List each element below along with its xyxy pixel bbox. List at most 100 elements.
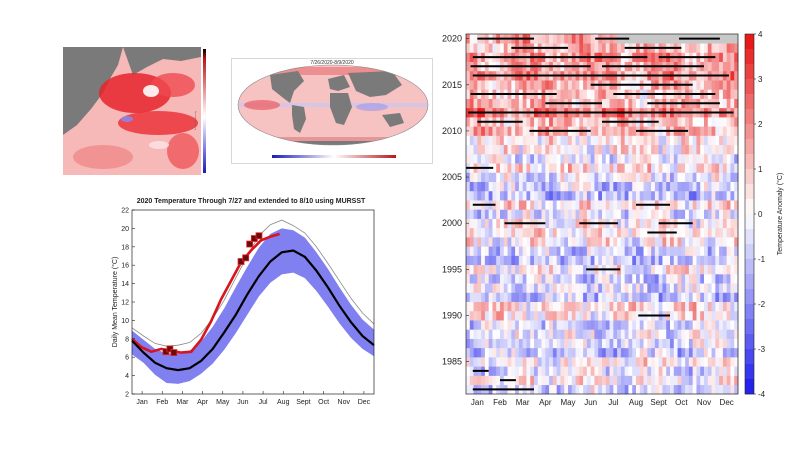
heatmap-cell xyxy=(515,227,520,238)
heatmap-cell xyxy=(602,200,607,210)
heatmap-cell xyxy=(492,163,497,173)
heatmap-cell xyxy=(518,209,523,219)
heatmap-cell xyxy=(700,338,705,349)
heatmap-cell xyxy=(590,301,595,312)
heatmap-cell xyxy=(719,292,724,302)
heatmap-cell xyxy=(722,264,727,275)
heatmap-cell xyxy=(579,357,584,367)
heatmap-cell xyxy=(613,274,618,284)
heatmap-cell xyxy=(707,227,712,238)
heatmap-cell xyxy=(624,172,629,182)
heatmap-cell xyxy=(564,163,569,173)
heatmap-cell xyxy=(541,320,546,330)
heatmap-cell xyxy=(590,274,595,284)
heatmap-cell xyxy=(473,144,478,155)
heatmap-cell xyxy=(647,144,652,155)
heatmap-cell xyxy=(602,154,607,164)
heatmap-cell xyxy=(726,375,731,386)
heatmap-cell xyxy=(658,154,663,164)
heatmap-cell xyxy=(677,283,682,293)
heatmap-cell xyxy=(477,347,482,358)
heatmap-cell xyxy=(677,301,682,312)
heatmap-cell xyxy=(662,117,667,127)
heatmap-cell xyxy=(734,357,739,367)
heatmap-cell xyxy=(571,310,576,321)
heatmap-cell xyxy=(556,255,561,266)
heatmap-cell xyxy=(707,301,712,312)
heatmap-cell xyxy=(658,301,663,312)
heatmap-cell xyxy=(568,218,573,229)
heatmap-cell xyxy=(628,301,633,312)
heatmap-cell xyxy=(469,209,474,219)
heatmap-cell xyxy=(643,246,648,256)
heatmap-cell xyxy=(636,347,641,358)
heatmap-cell xyxy=(560,329,565,339)
heatmap-cell xyxy=(564,292,569,302)
heatmap-cell xyxy=(556,357,561,367)
heatmap-cell xyxy=(704,80,709,90)
heatmap-cell xyxy=(704,227,709,238)
heatmap-cell xyxy=(617,301,622,312)
heatmap-missing-cell xyxy=(654,34,659,44)
heatmap-cell xyxy=(624,366,629,376)
heatmap-cell xyxy=(726,384,731,395)
heatmap-cell xyxy=(537,190,542,201)
heatmap-cell xyxy=(496,209,501,219)
heatmap-cell xyxy=(636,384,641,395)
heatmap-cell xyxy=(670,338,675,349)
heatmap-cell xyxy=(545,264,550,275)
heatmap-cell xyxy=(688,274,693,284)
heatmap-cell xyxy=(590,338,595,349)
heatmap-cell xyxy=(598,375,603,386)
heatmap-cell xyxy=(711,126,716,136)
heatmap-cell xyxy=(488,80,493,90)
heatmap-cell xyxy=(556,264,561,275)
heatmap-cell xyxy=(500,80,505,90)
heatmap-cell xyxy=(469,338,474,349)
heatmap-cell xyxy=(617,357,622,367)
heatmap-cell xyxy=(469,70,474,81)
heatmap-cell xyxy=(560,384,565,395)
heatmap-cell xyxy=(654,366,659,376)
heatmap-cell xyxy=(571,34,576,44)
heatmap-cell xyxy=(734,117,739,127)
heatmap-cell xyxy=(549,80,554,90)
heatmap-cell xyxy=(564,181,569,192)
heatmap-cell xyxy=(473,274,478,284)
africa xyxy=(330,93,352,125)
heatmap-cell xyxy=(583,190,588,201)
heatmap-cell xyxy=(602,384,607,395)
heatmap-cell xyxy=(549,264,554,275)
heatmap-cell xyxy=(530,264,535,275)
heatmap-cell xyxy=(670,135,675,146)
heatmap-cell xyxy=(624,237,629,247)
heatmap-cell xyxy=(496,255,501,266)
heatmap-cell xyxy=(541,135,546,146)
heatmap-cell xyxy=(515,292,520,302)
heatmap-missing-cell xyxy=(673,34,678,44)
heatmap-cell xyxy=(685,209,690,219)
heatmap-cell xyxy=(707,255,712,266)
heatmap-cell xyxy=(530,292,535,302)
heatmap-cell xyxy=(711,227,716,238)
heatmap-cell xyxy=(730,200,735,210)
heatmap-cell xyxy=(685,375,690,386)
heatmap-cell xyxy=(681,144,686,155)
heatmap-cell xyxy=(556,292,561,302)
heatmap-cell xyxy=(658,255,663,266)
heatmap-cell xyxy=(602,98,607,109)
heatmap-cell xyxy=(496,274,501,284)
heatmap-cell xyxy=(666,135,671,146)
heatmap-cell xyxy=(594,117,599,127)
heatmap-cell xyxy=(632,209,637,219)
heatmap-cell xyxy=(613,163,618,173)
heatmap-cell xyxy=(549,34,554,44)
heatmap-cell xyxy=(692,154,697,164)
heatmap-cell xyxy=(602,301,607,312)
heatmap-cell xyxy=(609,357,614,367)
heatmap-cell xyxy=(662,320,667,330)
heatmap-cell xyxy=(541,98,546,109)
heatmap-cell xyxy=(466,190,471,201)
heatmap-cell xyxy=(466,200,471,210)
heatmap-cell xyxy=(488,301,493,312)
